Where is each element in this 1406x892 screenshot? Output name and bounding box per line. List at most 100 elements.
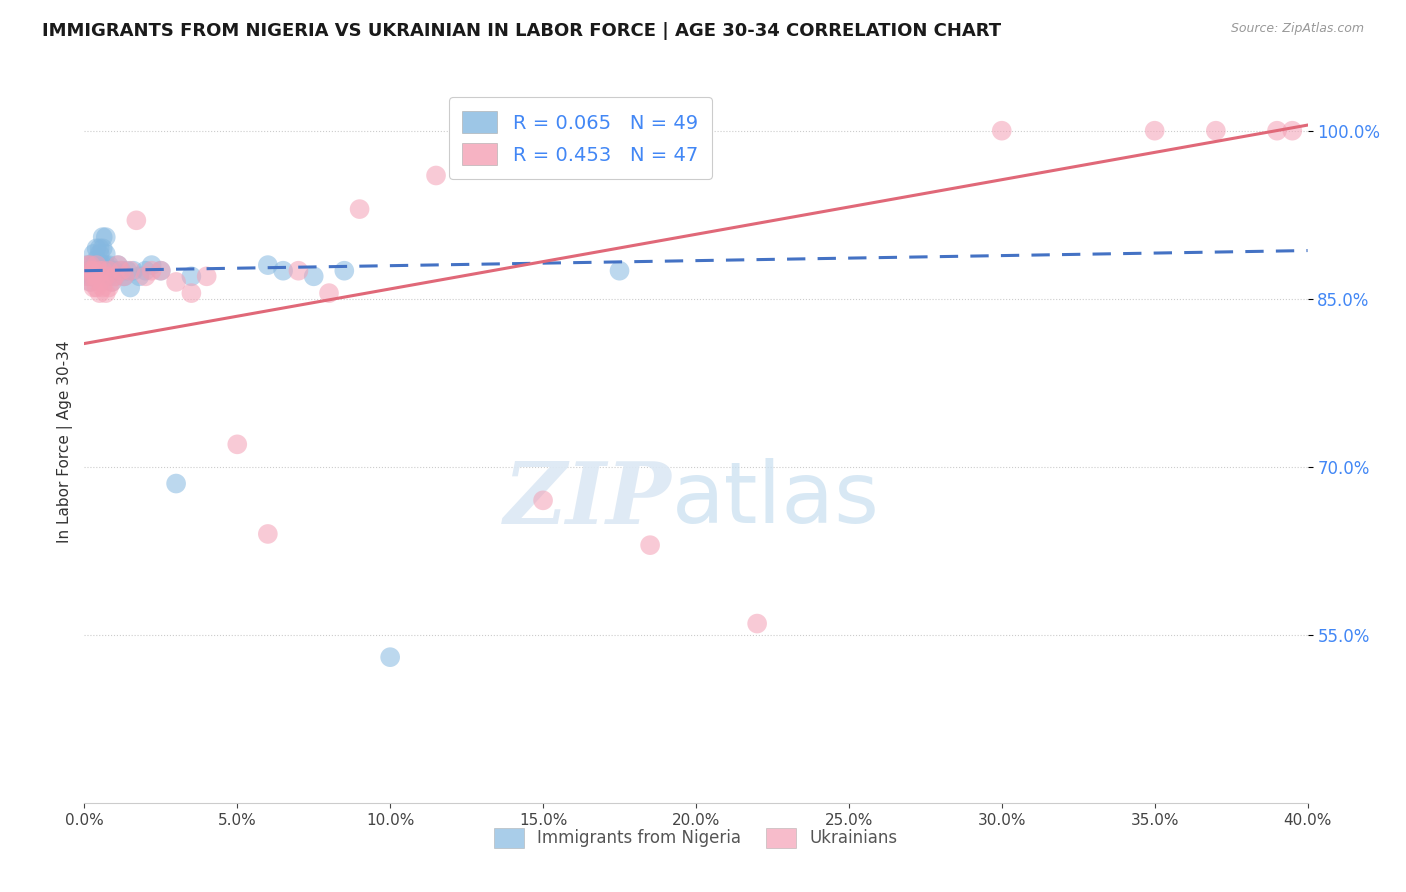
Point — [149, 263, 172, 277]
Point — [86, 241, 108, 255]
Point — [226, 437, 249, 451]
Point — [79, 263, 101, 277]
Text: Source: ZipAtlas.com: Source: ZipAtlas.com — [1230, 22, 1364, 36]
Point — [1281, 124, 1303, 138]
Point — [165, 476, 187, 491]
Point — [122, 263, 145, 277]
Point — [89, 241, 111, 255]
Point — [257, 527, 280, 541]
Point — [135, 269, 157, 284]
Point — [79, 275, 101, 289]
Point — [83, 263, 105, 277]
Point — [125, 213, 148, 227]
Point — [195, 269, 218, 284]
Point — [79, 258, 101, 272]
Y-axis label: In Labor Force | Age 30-34: In Labor Force | Age 30-34 — [58, 340, 73, 543]
Point — [89, 275, 111, 289]
Point — [107, 258, 129, 272]
Point — [747, 616, 769, 631]
Point — [104, 263, 127, 277]
Point — [89, 286, 111, 301]
Point — [141, 258, 163, 272]
Point — [79, 269, 101, 284]
Point — [104, 269, 127, 284]
Point — [76, 269, 98, 284]
Point — [86, 258, 108, 272]
Point — [97, 269, 120, 284]
Point — [991, 124, 1014, 138]
Point — [76, 258, 98, 272]
Point — [83, 247, 105, 261]
Point — [86, 263, 108, 277]
Point — [94, 230, 117, 244]
Point — [1143, 124, 1166, 138]
Legend: Immigrants from Nigeria, Ukrainians: Immigrants from Nigeria, Ukrainians — [485, 820, 907, 856]
Point — [76, 263, 98, 277]
Point — [97, 263, 120, 277]
Point — [91, 241, 114, 255]
Point — [271, 263, 294, 277]
Point — [101, 275, 124, 289]
Point — [89, 263, 111, 277]
Point — [94, 258, 117, 272]
Point — [83, 263, 105, 277]
Point — [1265, 124, 1288, 138]
Point — [94, 247, 117, 261]
Point — [302, 269, 325, 284]
Point — [110, 263, 132, 277]
Text: ZIP: ZIP — [503, 458, 672, 541]
Point — [94, 269, 117, 284]
Point — [180, 269, 202, 284]
Point — [333, 263, 356, 277]
Point — [97, 280, 120, 294]
Point — [91, 230, 114, 244]
Point — [97, 258, 120, 272]
Point — [287, 263, 309, 277]
Point — [107, 258, 129, 272]
Point — [89, 258, 111, 272]
Point — [83, 258, 105, 272]
Point — [79, 263, 101, 277]
Point — [76, 258, 98, 272]
Point — [380, 650, 402, 665]
Point — [547, 124, 569, 138]
Point — [149, 263, 172, 277]
Point — [86, 252, 108, 267]
Point — [128, 269, 150, 284]
Point — [101, 275, 124, 289]
Point — [349, 202, 371, 216]
Point — [83, 269, 105, 284]
Point — [91, 263, 114, 277]
Point — [112, 269, 135, 284]
Point — [104, 269, 127, 284]
Point — [83, 280, 105, 294]
Point — [425, 169, 447, 183]
Point — [318, 286, 340, 301]
Point — [79, 275, 101, 289]
Point — [120, 280, 142, 294]
Point — [135, 263, 157, 277]
Point — [89, 263, 111, 277]
Point — [91, 280, 114, 294]
Text: atlas: atlas — [672, 458, 880, 541]
Point — [86, 280, 108, 294]
Text: IMMIGRANTS FROM NIGERIA VS UKRAINIAN IN LABOR FORCE | AGE 30-34 CORRELATION CHAR: IMMIGRANTS FROM NIGERIA VS UKRAINIAN IN … — [42, 22, 1001, 40]
Point — [86, 269, 108, 284]
Point — [89, 247, 111, 261]
Point — [110, 263, 132, 277]
Point — [531, 493, 554, 508]
Point — [141, 263, 163, 277]
Point — [165, 275, 187, 289]
Point — [115, 263, 138, 277]
Point — [1205, 124, 1227, 138]
Point — [180, 286, 202, 301]
Point — [94, 286, 117, 301]
Point — [638, 538, 661, 552]
Point — [91, 258, 114, 272]
Point — [83, 269, 105, 284]
Point — [76, 269, 98, 284]
Point — [112, 269, 135, 284]
Point — [79, 258, 101, 272]
Point — [257, 258, 280, 272]
Point — [120, 263, 142, 277]
